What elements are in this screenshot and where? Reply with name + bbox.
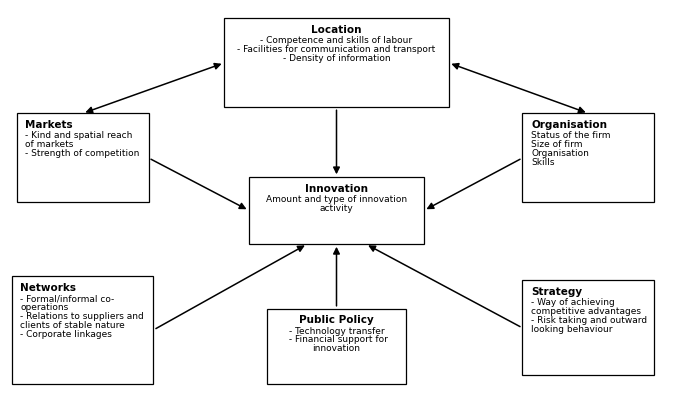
Text: clients of stable nature: clients of stable nature bbox=[20, 321, 125, 330]
Text: Strategy: Strategy bbox=[531, 287, 582, 297]
Text: - Corporate linkages: - Corporate linkages bbox=[20, 330, 112, 339]
Text: Skills: Skills bbox=[531, 158, 555, 167]
Text: - Way of achieving: - Way of achieving bbox=[531, 298, 615, 307]
Text: - Financial support for: - Financial support for bbox=[285, 335, 388, 344]
Bar bbox=[522, 114, 654, 202]
Text: Markets: Markets bbox=[25, 120, 73, 130]
Bar bbox=[17, 114, 149, 202]
Text: - Kind and spatial reach: - Kind and spatial reach bbox=[25, 131, 133, 140]
Text: - Formal/informal co-: - Formal/informal co- bbox=[20, 294, 114, 303]
Text: Organisation: Organisation bbox=[531, 120, 607, 130]
Text: innovation: innovation bbox=[312, 344, 361, 353]
Text: Innovation: Innovation bbox=[305, 184, 368, 194]
Bar bbox=[249, 177, 424, 244]
Text: looking behaviour: looking behaviour bbox=[531, 325, 612, 334]
Bar bbox=[267, 309, 406, 384]
Text: - Strength of competition: - Strength of competition bbox=[25, 149, 139, 158]
Bar bbox=[224, 18, 449, 107]
Text: - Relations to suppliers and: - Relations to suppliers and bbox=[20, 312, 144, 321]
Text: Amount and type of innovation: Amount and type of innovation bbox=[266, 195, 407, 204]
Text: - Facilities for communication and transport: - Facilities for communication and trans… bbox=[238, 45, 435, 54]
Text: competitive advantages: competitive advantages bbox=[531, 307, 641, 316]
Text: Location: Location bbox=[311, 25, 362, 35]
Text: Public Policy: Public Policy bbox=[299, 315, 374, 325]
Text: Networks: Networks bbox=[20, 283, 76, 293]
Text: - Risk taking and outward: - Risk taking and outward bbox=[531, 316, 647, 325]
Text: Organisation: Organisation bbox=[531, 149, 589, 158]
Text: Status of the firm: Status of the firm bbox=[531, 131, 610, 140]
Text: activity: activity bbox=[320, 204, 353, 213]
Bar bbox=[11, 276, 153, 384]
Text: - Competence and skills of labour: - Competence and skills of labour bbox=[260, 36, 413, 45]
Text: operations: operations bbox=[20, 303, 69, 312]
Text: - Technology transfer: - Technology transfer bbox=[289, 327, 384, 335]
Text: Size of firm: Size of firm bbox=[531, 140, 583, 149]
Text: of markets: of markets bbox=[25, 140, 73, 149]
Bar bbox=[522, 280, 654, 375]
Text: - Density of information: - Density of information bbox=[283, 54, 390, 63]
